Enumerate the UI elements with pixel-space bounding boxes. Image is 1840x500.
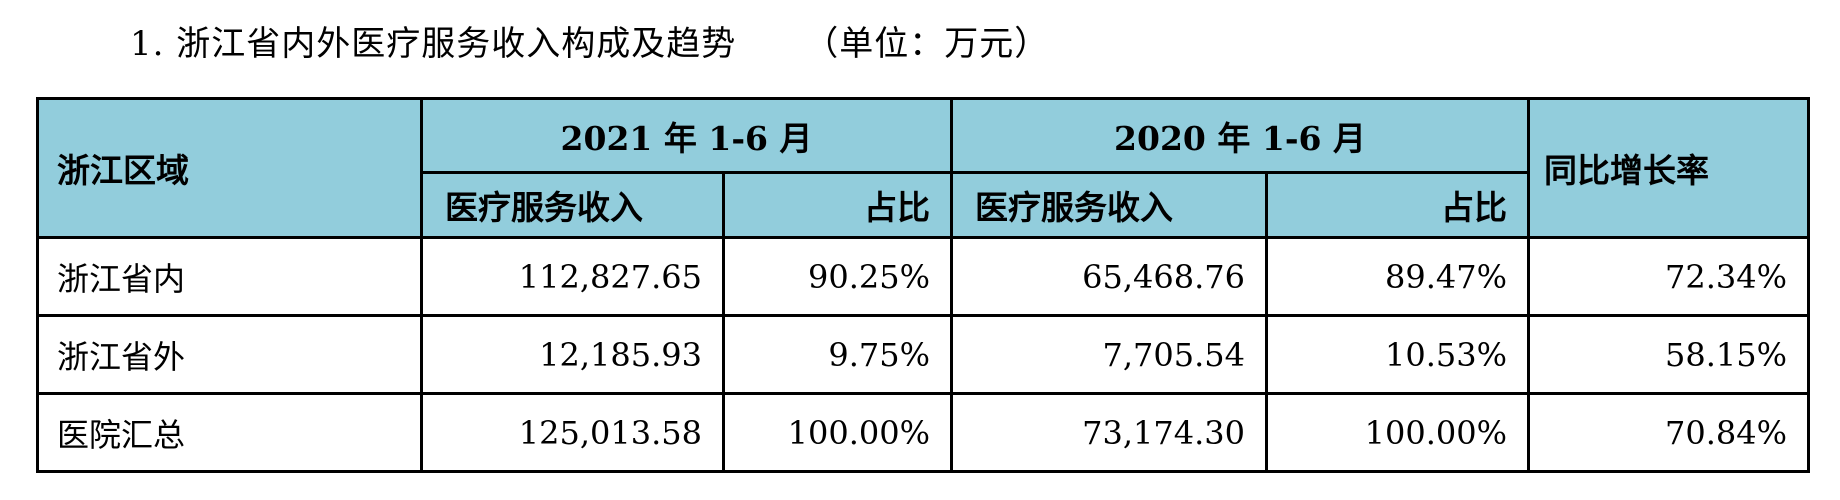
- share-2021-cell: 90.25%: [722, 236, 953, 317]
- table-header-year-row: 浙江区域 2021 年 1-6 月 2020 年 1-6 月 同比增长率: [36, 97, 1810, 239]
- unit-label: （单位：万元）: [804, 24, 1050, 64]
- revenue-2021-cell: 112,827.65: [420, 236, 725, 317]
- section-title-text: 1. 浙江省内外医疗服务收入构成及趋势: [130, 24, 737, 64]
- revenue-2021-cell: 125,013.58: [420, 392, 725, 473]
- share-2021-cell: 100.00%: [722, 392, 953, 473]
- region-cell: 医院汇总: [36, 392, 423, 473]
- revenue-2020-cell: 73,174.30: [950, 392, 1268, 473]
- revenue-2020-cell: 7,705.54: [950, 314, 1268, 395]
- region-cell: 浙江省内: [36, 236, 423, 317]
- table-row: 浙江省外 12,185.93 9.75% 7,705.54 10.53% 58.…: [36, 314, 1810, 395]
- share-2021-cell: 9.75%: [722, 314, 953, 395]
- region-cell: 浙江省外: [36, 314, 423, 395]
- column-group-2020: 2020 年 1-6 月: [950, 97, 1530, 174]
- section-title: 1. 浙江省内外医疗服务收入构成及趋势 （单位：万元）: [130, 18, 1049, 70]
- growth-cell: 72.34%: [1527, 236, 1810, 317]
- column-header-share-2021: 占比: [722, 171, 953, 239]
- share-2020-cell: 10.53%: [1265, 314, 1530, 395]
- table-row: 医院汇总 125,013.58 100.00% 73,174.30 100.00…: [36, 392, 1810, 473]
- share-2020-cell: 89.47%: [1265, 236, 1530, 317]
- growth-cell: 58.15%: [1527, 314, 1810, 395]
- column-header-share-2020: 占比: [1265, 171, 1530, 239]
- revenue-2021-cell: 12,185.93: [420, 314, 725, 395]
- growth-cell: 70.84%: [1527, 392, 1810, 473]
- column-header-revenue-2021: 医疗服务收入: [420, 171, 725, 239]
- table-header-sub-row: 医疗服务收入 占比 医疗服务收入 占比: [38, 171, 1809, 239]
- revenue-2020-cell: 65,468.76: [950, 236, 1268, 317]
- column-header-growth: 同比增长率: [1527, 97, 1810, 239]
- share-2020-cell: 100.00%: [1265, 392, 1530, 473]
- revenue-table: 浙江区域 2021 年 1-6 月 2020 年 1-6 月 同比增长率 医疗服…: [36, 97, 1810, 473]
- table-row: 浙江省内 112,827.65 90.25% 65,468.76 89.47% …: [36, 236, 1810, 317]
- column-header-revenue-2020: 医疗服务收入: [950, 171, 1268, 239]
- column-header-region: 浙江区域: [36, 97, 423, 239]
- column-group-2021: 2021 年 1-6 月: [420, 97, 953, 174]
